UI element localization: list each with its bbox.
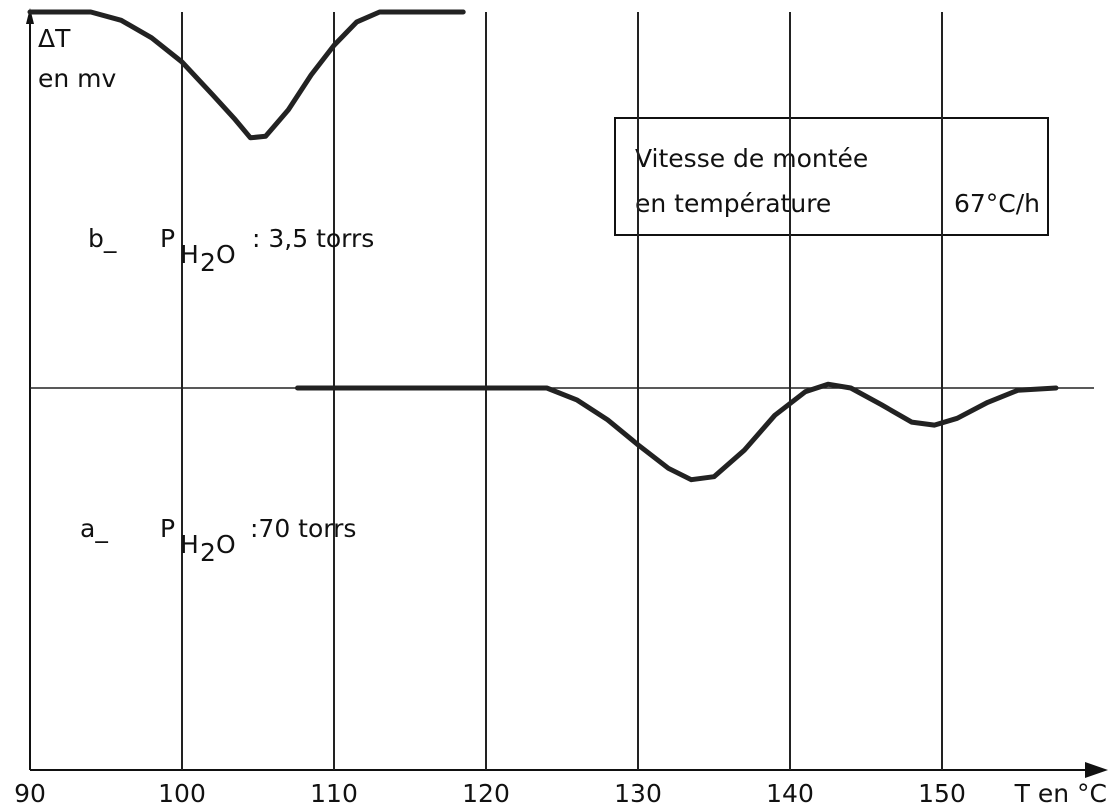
x-tick-label: 120	[462, 779, 510, 808]
x-tick-label: 90	[14, 779, 46, 808]
x-arrow	[1085, 762, 1108, 778]
annotation-prefix: a_	[80, 514, 108, 543]
legend-box	[614, 117, 1049, 236]
curve	[295, 381, 1059, 483]
annotation-subscript: O	[216, 530, 236, 559]
box-text: 67°C/h	[954, 189, 1040, 218]
annotation-subscript: H	[180, 240, 199, 269]
box-text: Vitesse de montée	[635, 144, 868, 173]
x-tick-label: 150	[918, 779, 966, 808]
annotation-subscript: 2	[200, 248, 216, 277]
x-tick-label: 100	[158, 779, 206, 808]
annotation-subscript: O	[216, 240, 236, 269]
x-tick-label: 130	[614, 779, 662, 808]
y-arrow	[26, 8, 34, 24]
y-label: ΔT	[38, 24, 71, 53]
curve	[27, 9, 466, 141]
y-label: en mv	[38, 64, 117, 93]
annotation-text: :70 torrs	[250, 514, 356, 543]
annotation-text: : 3,5 torrs	[252, 224, 374, 253]
annotation-subscript: 2	[200, 538, 216, 567]
annotation-prefix: b_	[88, 224, 117, 253]
x-tick-label: 140	[766, 779, 814, 808]
annotation-symbol: P	[160, 224, 175, 253]
box-text: en température	[635, 189, 831, 218]
annotation-subscript: H	[180, 530, 199, 559]
x-tick-label: 110	[310, 779, 358, 808]
annotation-symbol: P	[160, 514, 175, 543]
x-label: T en °C	[1014, 779, 1107, 808]
